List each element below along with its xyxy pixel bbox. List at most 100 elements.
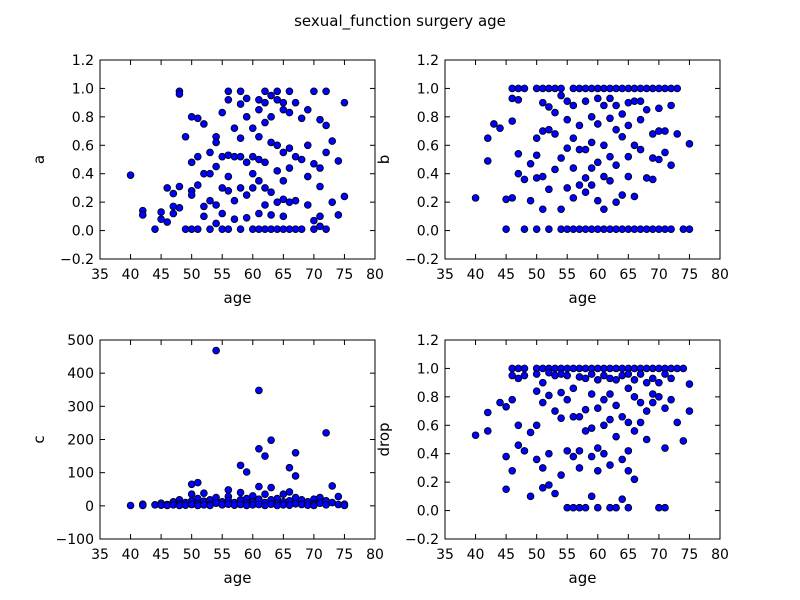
data-point — [593, 196, 602, 205]
data-point — [328, 482, 337, 490]
x-tick-label: 55 — [213, 267, 231, 283]
data-point — [648, 175, 657, 184]
data-point — [316, 182, 324, 191]
data-point — [261, 501, 269, 510]
y-tick-label: −100 — [56, 532, 94, 548]
y-tick-label: 0.2 — [417, 475, 439, 491]
data-point — [206, 148, 214, 157]
data-point — [630, 475, 639, 484]
data-point — [648, 390, 657, 398]
data-point — [483, 134, 492, 142]
y-tick-label: 0.8 — [417, 110, 439, 126]
data-point — [496, 124, 504, 133]
data-point — [242, 113, 251, 121]
data-point — [310, 159, 318, 168]
x-tick-label: 50 — [528, 547, 546, 563]
data-point — [236, 500, 245, 509]
data-point — [655, 155, 663, 164]
y-axis-label: drop — [375, 422, 393, 456]
data-point — [667, 161, 675, 169]
y-tick-label: 0.2 — [72, 195, 94, 211]
data-point — [334, 211, 343, 219]
data-point — [261, 184, 269, 192]
data-point — [630, 427, 639, 435]
x-tick-label: 50 — [183, 267, 201, 283]
data-point — [200, 202, 208, 211]
data-point — [526, 159, 535, 168]
data-point — [242, 191, 251, 199]
x-tick-label: 60 — [589, 267, 607, 283]
data-point — [212, 162, 220, 171]
x-tick-label: 45 — [152, 547, 170, 563]
x-tick-label: 80 — [366, 547, 384, 563]
y-tick-label: 200 — [67, 433, 94, 449]
data-point — [212, 201, 220, 209]
data-point — [661, 444, 669, 452]
data-point — [187, 113, 196, 121]
subplot-3: 35 40 45 50 55 60 65 70 75 80 −100 0 100 200 300 400 500… — [30, 333, 384, 587]
data-point — [163, 218, 172, 226]
data-point — [206, 169, 214, 178]
data-point — [636, 145, 645, 154]
data-point — [673, 130, 682, 138]
data-point — [593, 444, 602, 452]
data-point — [606, 390, 614, 398]
data-point — [267, 483, 275, 492]
subplot-1: 35 40 45 50 55 60 65 70 75 80 −0.2 0.0 0.2 0.4 0.6 0.8 1… — [30, 53, 384, 307]
data-point — [193, 478, 202, 487]
data-point — [187, 158, 196, 167]
data-point — [267, 436, 275, 444]
data-point — [261, 87, 269, 96]
data-point — [648, 374, 657, 383]
data-point — [563, 115, 572, 124]
figure-title: sexual_function surgery age — [294, 12, 506, 31]
x-tick-label: 35 — [91, 547, 109, 563]
data-point — [230, 215, 239, 224]
data-point — [303, 201, 312, 209]
data-point — [218, 209, 227, 218]
data-point — [261, 201, 269, 209]
x-tick-label: 40 — [467, 267, 485, 283]
data-point — [291, 472, 300, 480]
data-point — [642, 378, 651, 387]
data-point — [508, 395, 517, 404]
data-point — [545, 103, 553, 111]
data-point — [514, 374, 523, 383]
data-point — [322, 429, 330, 437]
y-tick-label: 0.0 — [72, 224, 94, 240]
data-point — [563, 97, 572, 106]
data-point — [618, 110, 627, 118]
data-point — [618, 191, 627, 199]
y-tick-label: 0.6 — [417, 138, 439, 154]
data-point — [593, 404, 602, 413]
data-point — [212, 346, 220, 355]
data-point — [520, 225, 529, 233]
data-point — [557, 471, 565, 479]
data-point — [587, 138, 596, 147]
data-point — [581, 97, 590, 106]
data-point — [538, 398, 547, 407]
data-point — [624, 447, 633, 455]
data-point — [157, 208, 165, 216]
data-point — [685, 140, 694, 148]
data-point — [526, 428, 535, 437]
data-point — [508, 94, 517, 103]
x-tick-label: 70 — [305, 547, 323, 563]
data-point — [636, 418, 645, 427]
data-point — [624, 121, 633, 130]
data-point — [496, 398, 504, 407]
data-point — [575, 181, 584, 189]
data-point — [600, 101, 608, 110]
axes-frame — [444, 59, 721, 260]
data-point — [224, 151, 233, 160]
x-tick-label: 55 — [213, 547, 231, 563]
data-point — [520, 371, 529, 380]
data-point — [206, 225, 214, 233]
data-point — [502, 485, 510, 494]
data-point — [138, 501, 147, 510]
y-tick-label: 0 — [85, 499, 94, 515]
x-tick-label: 40 — [122, 547, 140, 563]
data-point — [642, 435, 651, 444]
data-point — [624, 503, 633, 512]
data-point — [328, 198, 337, 206]
